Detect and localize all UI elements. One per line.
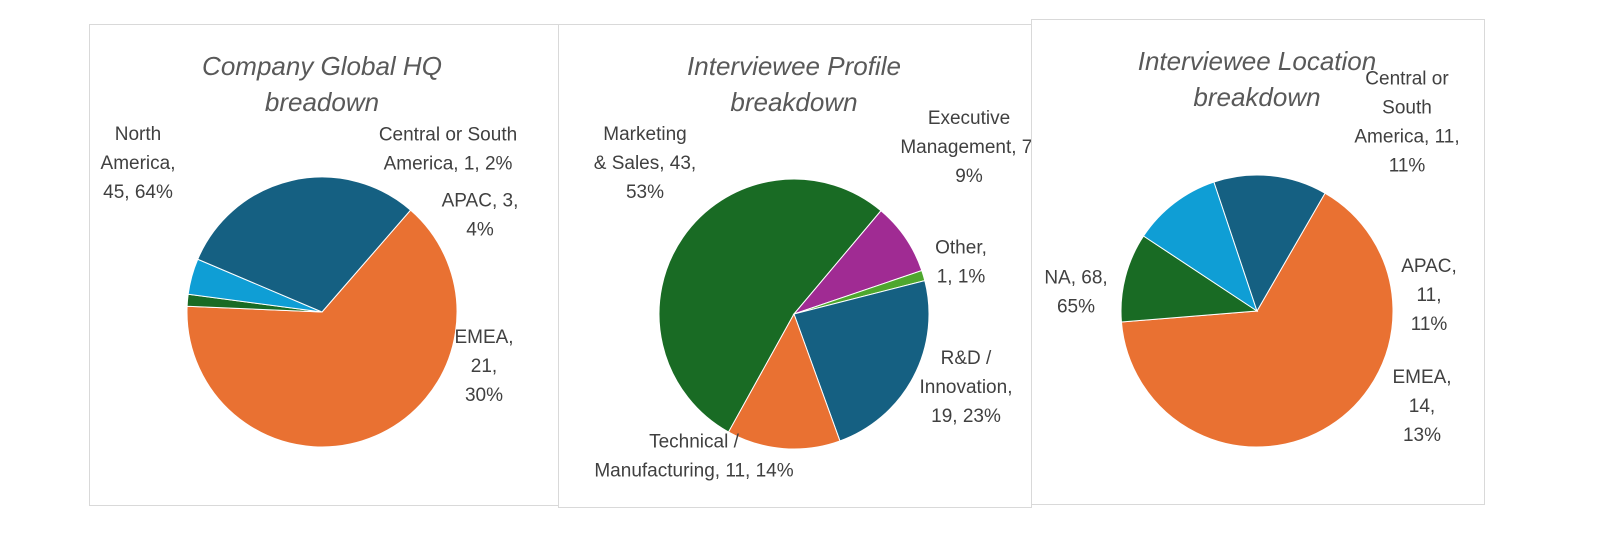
data-label-executive-management: Executive Management, 7, 9% (900, 108, 1033, 187)
data-label-line: America, 11, (1354, 127, 1459, 148)
data-label-north-america: North America, 45, 64% (101, 124, 176, 203)
pie-chart-interviewee-location: Interviewee Location breakdown NA, 68, 65% C… (1031, 19, 1485, 505)
chart-title-line: Company Global HQ (202, 51, 442, 81)
data-label-r-d-innovation: R&D / Innovation, 19, 23% (920, 348, 1013, 427)
pie-slice-central-or-south-america (1120, 235, 1259, 323)
data-label-line: 30% (465, 385, 503, 406)
chart-title-line: Interviewee Location (1138, 46, 1376, 76)
chart-title: Interviewee Profile breakdown (687, 51, 901, 117)
chart-title-line: breadown (265, 87, 379, 117)
data-label-line: South (1382, 98, 1432, 119)
data-label-line: 53% (626, 182, 664, 203)
data-label-line: 14, (1409, 396, 1435, 417)
data-label-line: APAC, 3, (442, 191, 519, 212)
chart-title: Company Global HQ breadown (202, 51, 442, 117)
data-label-line: 11, (1416, 285, 1441, 306)
chart-title-line: Interviewee Profile (687, 51, 901, 81)
data-label-line: Executive (928, 108, 1010, 129)
data-label-line: Innovation, (920, 377, 1013, 398)
data-label-line: Central or South (379, 125, 517, 146)
data-label-line: America, 1, 2% (384, 154, 513, 175)
data-label-central-or-south-america: Central or South America, 11, 11% (1354, 69, 1459, 177)
data-label-line: North (115, 124, 161, 145)
data-label-emea: EMEA, 21, 30% (454, 327, 513, 406)
data-label-line: 11% (1411, 314, 1448, 335)
data-label-line: Management, 7, (900, 137, 1033, 158)
data-label-line: 45, 64% (103, 182, 173, 203)
chart-title-line: breakdown (1193, 82, 1320, 112)
pie-slice-apac (1142, 181, 1258, 313)
data-label-other: Other, 1, 1% (935, 238, 987, 288)
pie-slice-north-america (186, 209, 458, 448)
data-label-line: Technical / (649, 432, 739, 453)
data-label-line: 1, 1% (937, 267, 986, 288)
data-label-line: Other, (935, 238, 987, 259)
pie-chart-interviewee-profile: Interviewee Profile breakdown Marketing & S… (558, 24, 1033, 508)
data-label-marketing-sales: Marketing & Sales, 43, 53% (594, 124, 696, 203)
data-label-line: 11% (1389, 156, 1426, 177)
data-label-line: Central or (1365, 69, 1449, 90)
data-label-line: Marketing (603, 124, 686, 145)
data-label-line: 4% (466, 220, 494, 241)
pie-chart-svg: Interviewee Location breakdown NA, 68, 65% C… (1044, 46, 1460, 448)
data-label-line: APAC, (1401, 256, 1457, 277)
data-label-line: 19, 23% (931, 406, 1001, 427)
pie-chart-company-hq: Company Global HQ breadown North America, 45… (89, 24, 559, 506)
pie-chart-svg: Interviewee Profile breakdown Marketing & S… (594, 51, 1033, 482)
chart-title: Interviewee Location breakdown (1138, 46, 1376, 112)
data-label-line: & Sales, 43, (594, 153, 696, 174)
data-label-line: America, (101, 153, 176, 174)
pie-slice-na (1120, 192, 1394, 448)
data-label-central-or-south-america: Central or South America, 1, 2% (379, 125, 517, 175)
pie-slice-emea (197, 176, 412, 313)
pie-slice-emea (1213, 174, 1326, 313)
data-label-na: NA, 68, 65% (1044, 268, 1107, 318)
data-label-apac: APAC, 11, 11% (1401, 256, 1457, 335)
data-label-line: Manufacturing, 11, 14% (594, 461, 793, 482)
data-label-line: 65% (1057, 297, 1095, 318)
pie-slice-r-d-innovation (793, 279, 930, 442)
data-label-line: R&D / (941, 348, 992, 369)
data-label-line: EMEA, (454, 327, 513, 348)
data-label-line: 21, (471, 356, 497, 377)
chart-title-line: breakdown (730, 87, 857, 117)
data-label-apac: APAC, 3, 4% (442, 191, 519, 241)
data-label-line: 9% (955, 166, 983, 187)
data-label-line: EMEA, (1392, 367, 1451, 388)
pie-slice-technical-manufacturing (727, 312, 841, 450)
data-label-line: 13% (1403, 425, 1441, 446)
pie-slice-marketing-sales (658, 178, 882, 433)
data-label-emea: EMEA, 14, 13% (1392, 367, 1451, 446)
data-label-line: NA, 68, (1044, 268, 1107, 289)
data-label-technical-manufacturing: Technical / Manufacturing, 11, 14% (594, 432, 793, 482)
pie-chart-svg: Company Global HQ breadown North America, 45… (101, 51, 519, 448)
